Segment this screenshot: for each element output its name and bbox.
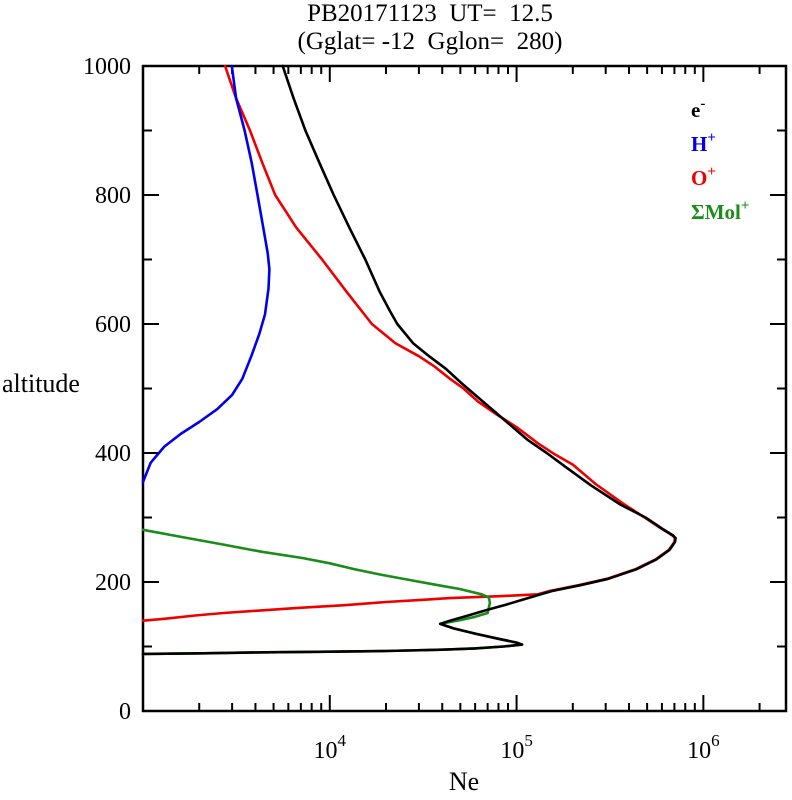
x-axis-label: Ne (449, 767, 479, 795)
chart-subtitle: (Gglat= -12 Gglon= 280) (298, 28, 563, 55)
series-line-e- (141, 64, 677, 656)
x-tick-label: 106 (687, 731, 720, 764)
x-tick-label: 104 (314, 731, 347, 764)
series-line-Mol+ (141, 528, 524, 656)
legend-entry-ΣMol: ΣMol+ (691, 198, 749, 224)
y-tick-label: 0 (119, 699, 131, 725)
legend-entry-O: O+ (691, 164, 716, 190)
legend-entry-e: e- (691, 96, 705, 122)
y-tick-label: 1000 (83, 54, 131, 80)
legend-entry-H: H+ (691, 130, 716, 156)
chart-title: PB20171123 UT= 12.5 (307, 0, 553, 27)
y-tick-label: 800 (95, 183, 131, 209)
x-tick-label: 105 (500, 731, 533, 764)
plot-area: 104 105 106 0 200 400 600 800 1000 e- H+ O+ ΣMol+ (83, 54, 788, 764)
y-tick-label: 400 (95, 441, 131, 467)
y-tick-label: 600 (95, 312, 131, 338)
y-tick-label: 200 (95, 570, 131, 596)
series-line-O+ (141, 64, 677, 623)
series-line-H+ (141, 64, 271, 484)
y-axis-label: altitude (2, 369, 80, 398)
